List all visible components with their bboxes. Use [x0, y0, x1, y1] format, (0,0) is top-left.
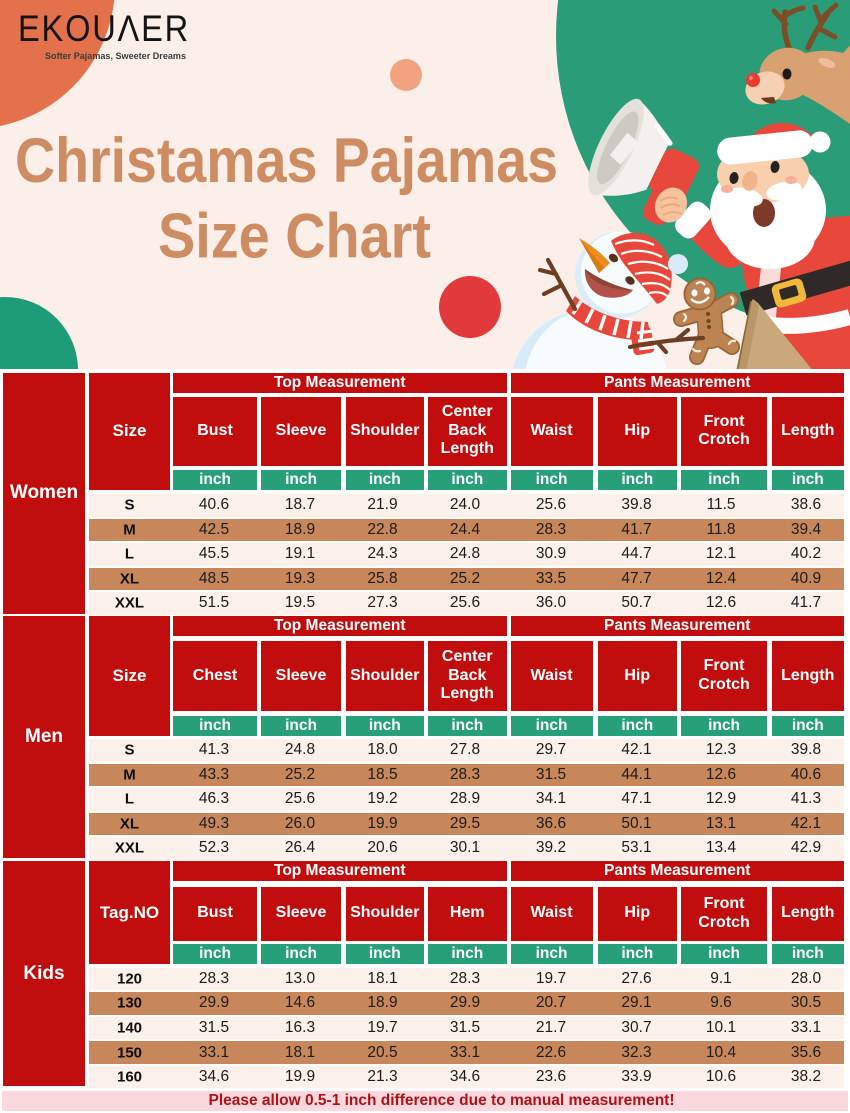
svg-text:EKOUΛER: EKOUΛER: [18, 8, 190, 49]
svg-text:Christamas Pajamas: Christamas Pajamas: [15, 126, 558, 196]
svg-text:Size Chart: Size Chart: [158, 202, 431, 272]
svg-text:Softer Pajamas, Sweeter Dreams: Softer Pajamas, Sweeter Dreams: [45, 51, 186, 62]
